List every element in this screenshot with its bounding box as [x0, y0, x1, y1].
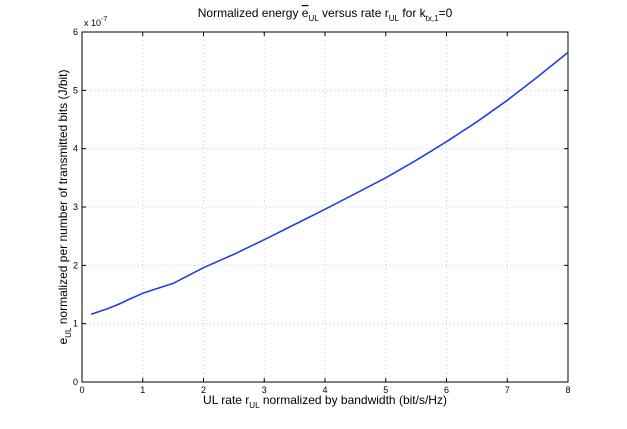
y-tick-label: 4	[73, 144, 78, 154]
x-tick-label: 3	[262, 385, 267, 395]
x-tick-label: 2	[201, 385, 206, 395]
y-axis-label: eUL normalized per number of transmitted…	[56, 69, 73, 344]
y-tick-label: 6	[73, 27, 78, 37]
grid-layer	[82, 32, 568, 382]
series-layer	[90, 51, 569, 316]
x-tick-label: 7	[505, 385, 510, 395]
x-tick-label: 1	[140, 385, 145, 395]
y-tick-label: 5	[73, 85, 78, 95]
x-tick-label: 6	[444, 385, 449, 395]
y-tick-label: 0	[73, 377, 78, 387]
y-tick-label: 1	[73, 319, 78, 329]
series-line	[90, 51, 569, 316]
y-tick-label: 2	[73, 260, 78, 270]
y-axis-multiplier: x 10-7	[84, 16, 107, 28]
chart-title: Normalized energy eUL versus rate rUL fo…	[198, 6, 453, 23]
ticks-layer: 0 1 2 3 4 5 6 7 8 0 1 2 3 4 5 6	[73, 27, 571, 395]
x-tick-label: 0	[79, 385, 84, 395]
x-axis-label: UL rate rUL normalized by bandwidth (bit…	[203, 393, 447, 410]
x-tick-label: 5	[383, 385, 388, 395]
x-tick-label: 4	[322, 385, 327, 395]
x-tick-label: 8	[565, 385, 570, 395]
y-tick-label: 3	[73, 202, 78, 212]
